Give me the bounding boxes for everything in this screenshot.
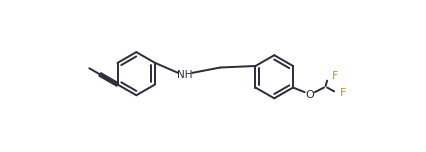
Text: O: O bbox=[305, 90, 314, 100]
Text: NH: NH bbox=[177, 70, 193, 80]
Text: F: F bbox=[331, 71, 337, 81]
Text: F: F bbox=[340, 88, 346, 98]
